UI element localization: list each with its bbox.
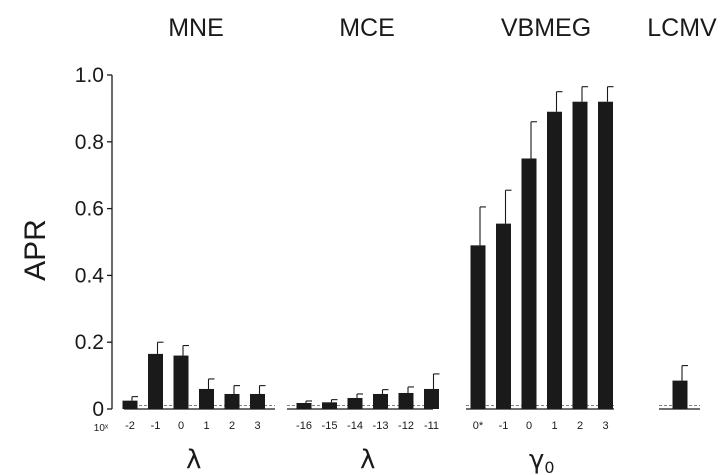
x-axis-label: λ — [186, 445, 201, 475]
x-axis-label: λ — [360, 445, 375, 475]
panel-title: LCMV — [647, 14, 717, 42]
bar — [122, 400, 138, 409]
x-tick-label: 0 — [178, 420, 184, 432]
y-tick-label: 0.8 — [75, 131, 104, 154]
panel-title: VBMEG — [501, 14, 591, 42]
panel-vbmeg: 0* -1 0 1 2 3 γ0 — [466, 86, 614, 475]
x-tick-label: -1 — [151, 420, 161, 432]
bar — [672, 380, 688, 409]
bar — [148, 353, 163, 409]
x-tick-label: 1 — [551, 420, 557, 432]
x-tick-label: 0 — [526, 420, 532, 432]
x-axis-label-subscript: 0 — [544, 458, 554, 475]
bar — [521, 158, 537, 409]
bar — [373, 393, 388, 409]
bar — [250, 393, 265, 409]
bar — [572, 101, 588, 409]
bar — [470, 245, 486, 409]
x-tick-label: 2 — [577, 420, 583, 432]
bar — [322, 402, 337, 409]
x-tick-exponent-prefix: 10ˣ — [94, 423, 109, 434]
y-tick-label: 0 — [92, 398, 104, 421]
panels: -2 -1 0 1 2 3 λ -16 -15 -14 -13 -12 -11 λ 0* -1 0 1 2 3 γ0 10… — [94, 86, 700, 475]
x-tick-label: 2 — [229, 420, 235, 432]
y-tick-label: 1.0 — [75, 64, 104, 87]
y-tick-label: 0.4 — [75, 264, 105, 287]
bar — [398, 392, 414, 409]
x-tick-label: -16 — [296, 420, 312, 432]
panel-lcmv — [659, 365, 700, 410]
bar — [173, 355, 189, 409]
y-axis: 0 0.2 0.4 0.6 0.8 1.0 APR — [19, 64, 113, 421]
x-tick-label: -15 — [322, 420, 338, 432]
bar — [598, 101, 613, 409]
x-tick-label: 0* — [473, 420, 484, 432]
x-tick-label: -12 — [398, 420, 414, 432]
x-tick-label: -2 — [125, 420, 135, 432]
x-tick-label: 3 — [254, 420, 260, 432]
x-tick-label: -14 — [347, 420, 363, 432]
panel-title: MCE — [339, 14, 395, 42]
y-axis-label: APR — [19, 219, 52, 281]
panel-mne: -2 -1 0 1 2 3 λ — [122, 341, 275, 475]
bar — [347, 397, 363, 409]
y-tick-label: 0.6 — [75, 198, 104, 221]
panel-mce: -16 -15 -14 -13 -12 -11 λ — [287, 373, 440, 475]
x-tick-label: 3 — [602, 420, 608, 432]
panel-title: MNE — [168, 14, 224, 42]
x-axis-label: γ0 — [529, 445, 555, 475]
bar — [547, 111, 562, 410]
x-tick-label: -11 — [424, 420, 439, 432]
x-tick-label: -13 — [373, 420, 389, 432]
x-tick-label: -1 — [499, 420, 509, 432]
y-tick-label: 0.2 — [75, 331, 104, 354]
bar — [199, 388, 214, 409]
bar — [296, 402, 312, 409]
bar — [424, 388, 439, 409]
x-tick-label: 1 — [203, 420, 209, 432]
bar — [496, 223, 511, 409]
panel-titles: MNE MCE VBMEG LCMV — [168, 14, 717, 42]
bar — [224, 393, 240, 409]
